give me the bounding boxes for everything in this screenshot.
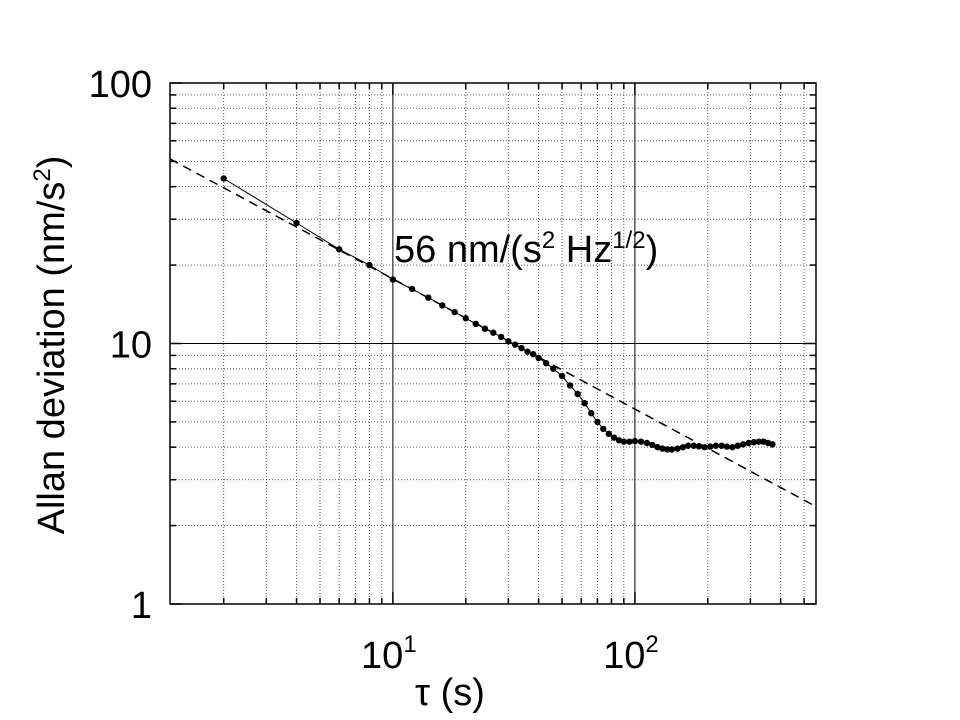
- data-point: [535, 354, 542, 362]
- data-point: [695, 443, 703, 450]
- annotation-sup2: 1/2: [612, 227, 645, 254]
- annotation-part2: Hz: [555, 229, 612, 271]
- data-point: [674, 445, 681, 452]
- data-point: [588, 410, 595, 417]
- data-point: [366, 261, 373, 269]
- data-point: [335, 246, 343, 253]
- data-point: [220, 175, 227, 182]
- data-point: [524, 348, 531, 355]
- data-point: [511, 341, 519, 348]
- data-point: [439, 302, 446, 309]
- y-axis-title: Allan deviation (nm/s2): [29, 156, 73, 535]
- data-point: [745, 439, 752, 447]
- x-axis-title: τ (s): [415, 672, 485, 714]
- data-point: [600, 425, 607, 433]
- data-point: [389, 276, 397, 283]
- data-point: [605, 430, 612, 438]
- data-point: [701, 443, 708, 451]
- data-point: [649, 441, 656, 449]
- data-point: [490, 329, 497, 336]
- x-tick-label: 102: [603, 631, 659, 677]
- data-point: [755, 438, 763, 445]
- data-point: [497, 333, 505, 341]
- data-point: [631, 437, 639, 445]
- data-point: [659, 445, 666, 452]
- data-point: [451, 308, 458, 316]
- data-point: [654, 443, 661, 451]
- data-point: [643, 439, 651, 447]
- annotation-part1: 56 nm/(s: [394, 229, 542, 271]
- grid: [170, 83, 816, 604]
- y-tick-label: 10: [110, 325, 152, 367]
- data-point: [739, 441, 747, 448]
- data-point: [425, 294, 432, 301]
- data-point: [769, 441, 776, 448]
- data-point: [637, 438, 645, 445]
- data-point: [679, 443, 687, 451]
- data-point: [707, 443, 714, 450]
- data-point: [668, 446, 675, 453]
- data-point: [293, 219, 300, 227]
- x-axis-title-unit: (s): [430, 672, 485, 714]
- data-point: [408, 285, 416, 293]
- plot-frame: [169, 82, 817, 605]
- y-axis-title-close: ): [31, 156, 73, 169]
- data-point: [550, 365, 557, 372]
- data-point: [574, 390, 581, 398]
- data-point: [581, 399, 588, 407]
- data-point: [462, 315, 469, 322]
- data-point: [690, 442, 697, 449]
- data-point: [626, 438, 633, 445]
- x-axis-ticks: 101 102: [222, 83, 805, 677]
- data-point: [664, 446, 671, 453]
- data-point: [610, 434, 618, 441]
- y-axis-title-sup: 2: [29, 168, 56, 181]
- annotation-sup1: 2: [542, 227, 555, 254]
- y-tick-label: 100: [89, 64, 152, 106]
- data-point: [594, 418, 601, 426]
- y-axis-ticks: 1 10 100: [89, 64, 816, 627]
- data-point: [505, 338, 512, 345]
- data-point: [734, 442, 741, 449]
- data-point: [712, 442, 720, 449]
- data-point: [481, 325, 489, 332]
- data-point: [729, 443, 736, 451]
- noise-density-annotation: 56 nm/(s2 Hz1/2): [394, 227, 658, 271]
- data-point: [542, 360, 550, 367]
- data-point: [718, 442, 725, 449]
- annotation-part3: ): [646, 229, 659, 271]
- x-axis-title-symbol: τ: [415, 672, 430, 714]
- data-point: [530, 350, 537, 358]
- data-point: [472, 320, 479, 328]
- data-point: [566, 382, 574, 389]
- data-point: [620, 438, 628, 445]
- y-axis-title-main: Allan deviation (nm/s: [31, 182, 73, 535]
- data-point: [518, 344, 525, 352]
- data-point: [558, 372, 566, 380]
- x-tick-label: 101: [361, 631, 417, 677]
- data-point: [723, 443, 731, 450]
- y-tick-label: 1: [131, 585, 152, 627]
- series-line: [223, 178, 773, 450]
- series-layer: [220, 175, 776, 453]
- data-point: [750, 438, 758, 446]
- data-point: [684, 442, 692, 449]
